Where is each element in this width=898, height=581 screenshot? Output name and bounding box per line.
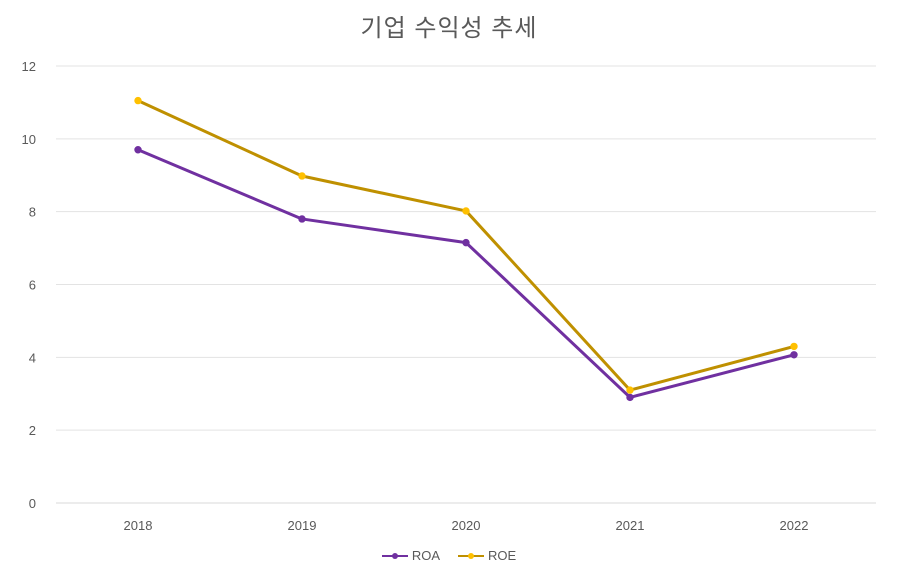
x-tick-label-2021: 2021 [616,518,645,533]
x-tick-label-2018: 2018 [124,518,153,533]
point-roa-2021 [626,393,634,402]
point-roe-2019 [298,172,306,180]
point-roe-2020 [462,207,470,215]
x-tick-label-2019: 2019 [288,518,317,533]
y-tick-label: 8 [29,205,36,220]
y-tick-label: 0 [29,496,36,511]
point-roa-2018 [134,146,142,154]
legend-item-roa: ROA [381,548,440,563]
x-tick-label-2022: 2022 [780,518,809,533]
series-line-roa [136,148,796,399]
y-tick-label: 6 [29,278,36,293]
y-tick-label: 12 [22,59,36,74]
point-roe-2018 [134,96,142,105]
legend-swatch-roe [458,552,484,559]
x-tick-label-2020: 2020 [452,518,481,533]
point-roa-2022 [790,351,798,359]
y-tick-label: 10 [22,132,36,147]
chart-title: 기업 수익성 추세 [360,15,538,42]
legend-label-roe: ROE [488,548,517,563]
point-roe-2022 [790,342,798,351]
legend-label-roa: ROA [411,548,440,563]
legend-item-roe: ROE [458,548,516,563]
legend-swatch-roa [381,552,408,559]
point-roa-2020 [462,238,470,247]
chart-legend: ROA ROE [0,548,898,563]
y-tick-label: 2 [29,423,36,438]
point-roa-2019 [298,215,306,223]
point-roe-2021 [626,386,634,394]
y-tick-label: 4 [29,350,36,365]
